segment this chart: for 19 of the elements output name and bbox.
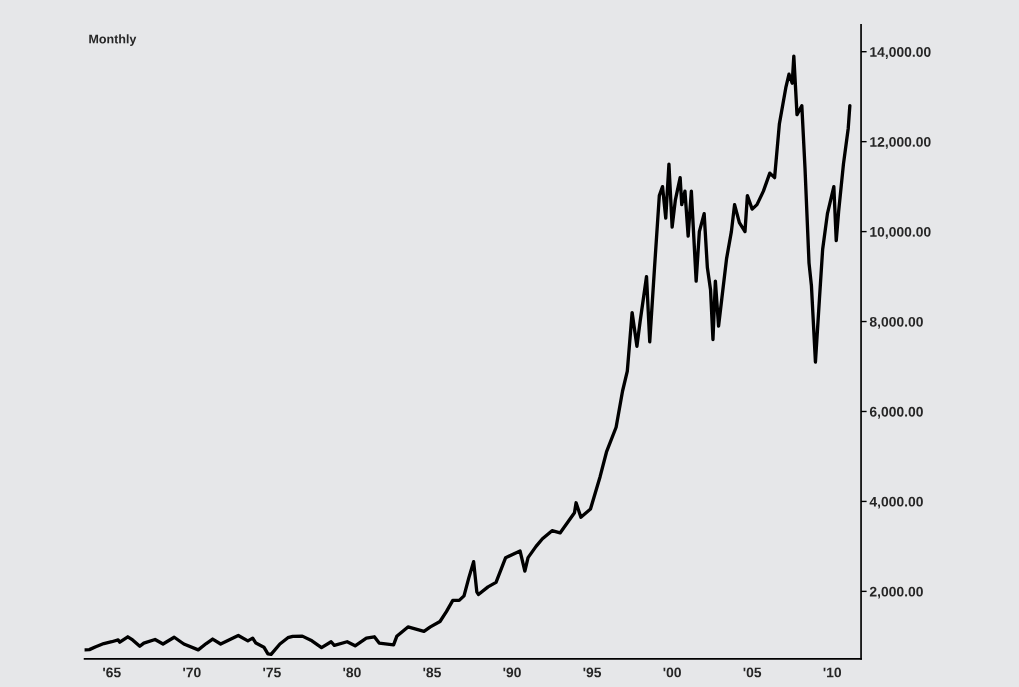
x-tick-label: '05 [743,667,762,678]
x-tick-label: '00 [663,667,681,678]
x-tick-label: '10 [823,667,842,678]
y-tick-label: 8,000.00 [869,316,923,329]
y-tick-label: 6,000.00 [869,406,923,419]
x-tick-label: '85 [423,667,441,678]
x-tick-label: '70 [183,667,201,678]
y-tick-label: 10,000.00 [870,226,931,239]
x-tick-label: '65 [103,667,121,678]
y-tick-label: 4,000.00 [869,496,923,509]
y-tick-label: 2,000.00 [869,586,923,599]
y-tick-label: 12,000.00 [870,136,931,149]
x-tick-label: '80 [343,667,361,678]
y-tick-label: 14,000.00 [870,47,931,59]
text: Monthly [89,34,137,46]
x-tick-label: '95 [583,667,602,678]
line-series [84,54,852,657]
x-tick-label: '90 [503,667,521,678]
x-tick-label: '75 [263,667,281,678]
